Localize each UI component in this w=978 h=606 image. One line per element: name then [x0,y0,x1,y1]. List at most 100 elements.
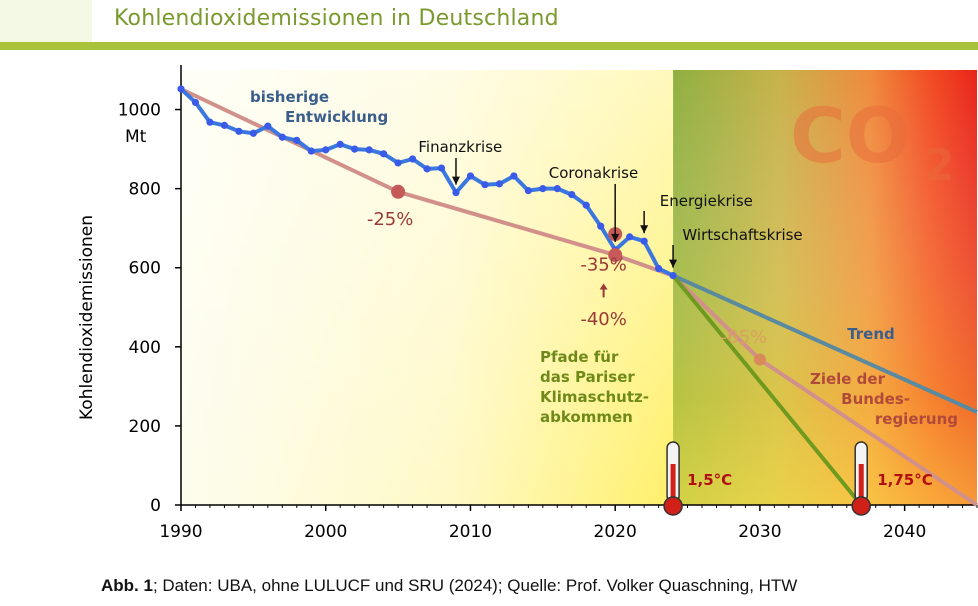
history-point [568,190,576,199]
history-point [669,272,677,280]
y-tick-label: 800 [129,180,161,200]
trend-label: Trend [847,325,895,343]
history-point [293,136,301,144]
annotation-label: Energiekrise [660,192,753,210]
caption-figure-number: Abb. 1 [101,576,153,595]
page-title: Kohlendioxidemissionen in Deutschland [114,6,559,31]
emissions-chart: CO 2 0 200 400 600 800 1000 1990 2000 2010 2020 20… [77,65,978,542]
header-accent-block [0,0,92,42]
chart-axes: 0 200 400 600 800 1000 1990 2000 2010 2020 2030 204… [118,65,978,542]
trend-line [672,273,978,414]
history-point [322,146,330,154]
paris-label: das Pariser [540,368,635,386]
page-header: Kohlendioxidemissionen in Deutschland [0,0,978,50]
thermometer-bulb [851,496,871,516]
co2-watermark-sub: 2 [924,140,955,191]
future-background-shade [673,70,977,505]
targets-line [180,87,978,507]
history-point [249,129,257,137]
history-point [264,122,272,130]
x-tick-label: 2010 [449,522,492,542]
y-tick-label: 1000 [118,101,161,121]
history-point [510,172,518,180]
history-point [206,118,214,126]
plot-background [181,70,977,505]
y-axis-unit: Mt [125,127,147,147]
annotation-label: Finanzkrise [418,138,502,156]
target-label-2020: -35% [580,255,627,276]
y-tick-label: 200 [129,417,161,437]
chart-series [177,85,978,507]
history-point [582,201,590,209]
history-point [452,188,460,197]
history-point [278,133,286,141]
y-tick-label: 0 [150,496,161,516]
history-point [466,172,475,180]
figure-caption: Abb. 1; Daten: UBA, ohne LULUCF und SRU … [101,576,797,596]
history-point [351,145,359,153]
chart-labels: bisherige Entwicklung -25% -35% -40% -65% Fina… [250,88,958,516]
history-label: Entwicklung [285,108,388,126]
paris-line [671,274,863,507]
annotation-arrowhead [640,225,649,234]
co2-watermark-text: CO [790,91,910,180]
history-point [380,150,388,158]
x-tick-label: 1990 [159,522,202,542]
history-point [597,222,605,230]
targets-label: Bundes- [841,390,910,408]
history-point [336,140,344,148]
thermometer-mercury [670,464,676,504]
x-tick-label: 2040 [883,522,926,542]
history-label: bisherige [250,88,329,106]
annotation-arrowhead [669,259,678,268]
history-point [640,237,648,245]
history-point [626,233,634,241]
history-point [177,85,185,93]
history-point [235,127,243,135]
history-point [481,181,489,189]
history-point [553,185,561,193]
target-label-2005: -25% [367,209,414,230]
history-point [307,147,315,155]
y-tick-label: 600 [129,259,161,279]
target-label-2030: -65% [721,327,768,348]
history-point [437,164,446,172]
y-tick-label: 400 [129,338,161,358]
paris-label: Klimaschutz- [540,388,649,406]
targets-label: regierung [875,410,958,428]
history-point [408,155,417,163]
annotation-arrowhead [451,176,460,185]
temperature-label: 1,75°C [877,471,933,489]
x-tick-label: 2020 [594,522,637,542]
targets-label: Ziele der [810,370,886,388]
past-background-shade [181,70,674,505]
history-point [365,146,373,154]
history-point [495,180,503,188]
history-point [191,98,200,107]
header-rule [0,42,978,50]
history-point [539,185,547,193]
thermometer-mercury [858,464,864,504]
y-axis-label: Kohlendioxidemissionen [77,215,97,420]
history-point [655,264,663,273]
temperature-label: 1,5°C [687,471,732,489]
thermometer-bulb [663,496,683,516]
history-point [220,121,229,129]
annotation-label: Coronakrise [549,164,638,182]
paris-label: Pfade für [540,348,619,366]
paris-label: abkommen [540,408,633,426]
target-marker [753,353,766,366]
x-tick-label: 2000 [304,522,347,542]
caption-text: ; Daten: UBA, ohne LULUCF und SRU (2024)… [152,576,798,595]
x-tick-label: 2030 [738,522,781,542]
annotation-label: Wirtschaftskrise [682,226,802,244]
target-marker [608,248,623,263]
target-arrow-head [599,283,608,290]
annotation-arrowhead [611,233,620,242]
co2-watermark: CO 2 [790,91,955,191]
target-marker [391,184,406,199]
target-label-2020-alt: -40% [580,309,627,330]
history-point [423,165,431,173]
history-point [524,187,532,195]
history-point [394,159,402,167]
